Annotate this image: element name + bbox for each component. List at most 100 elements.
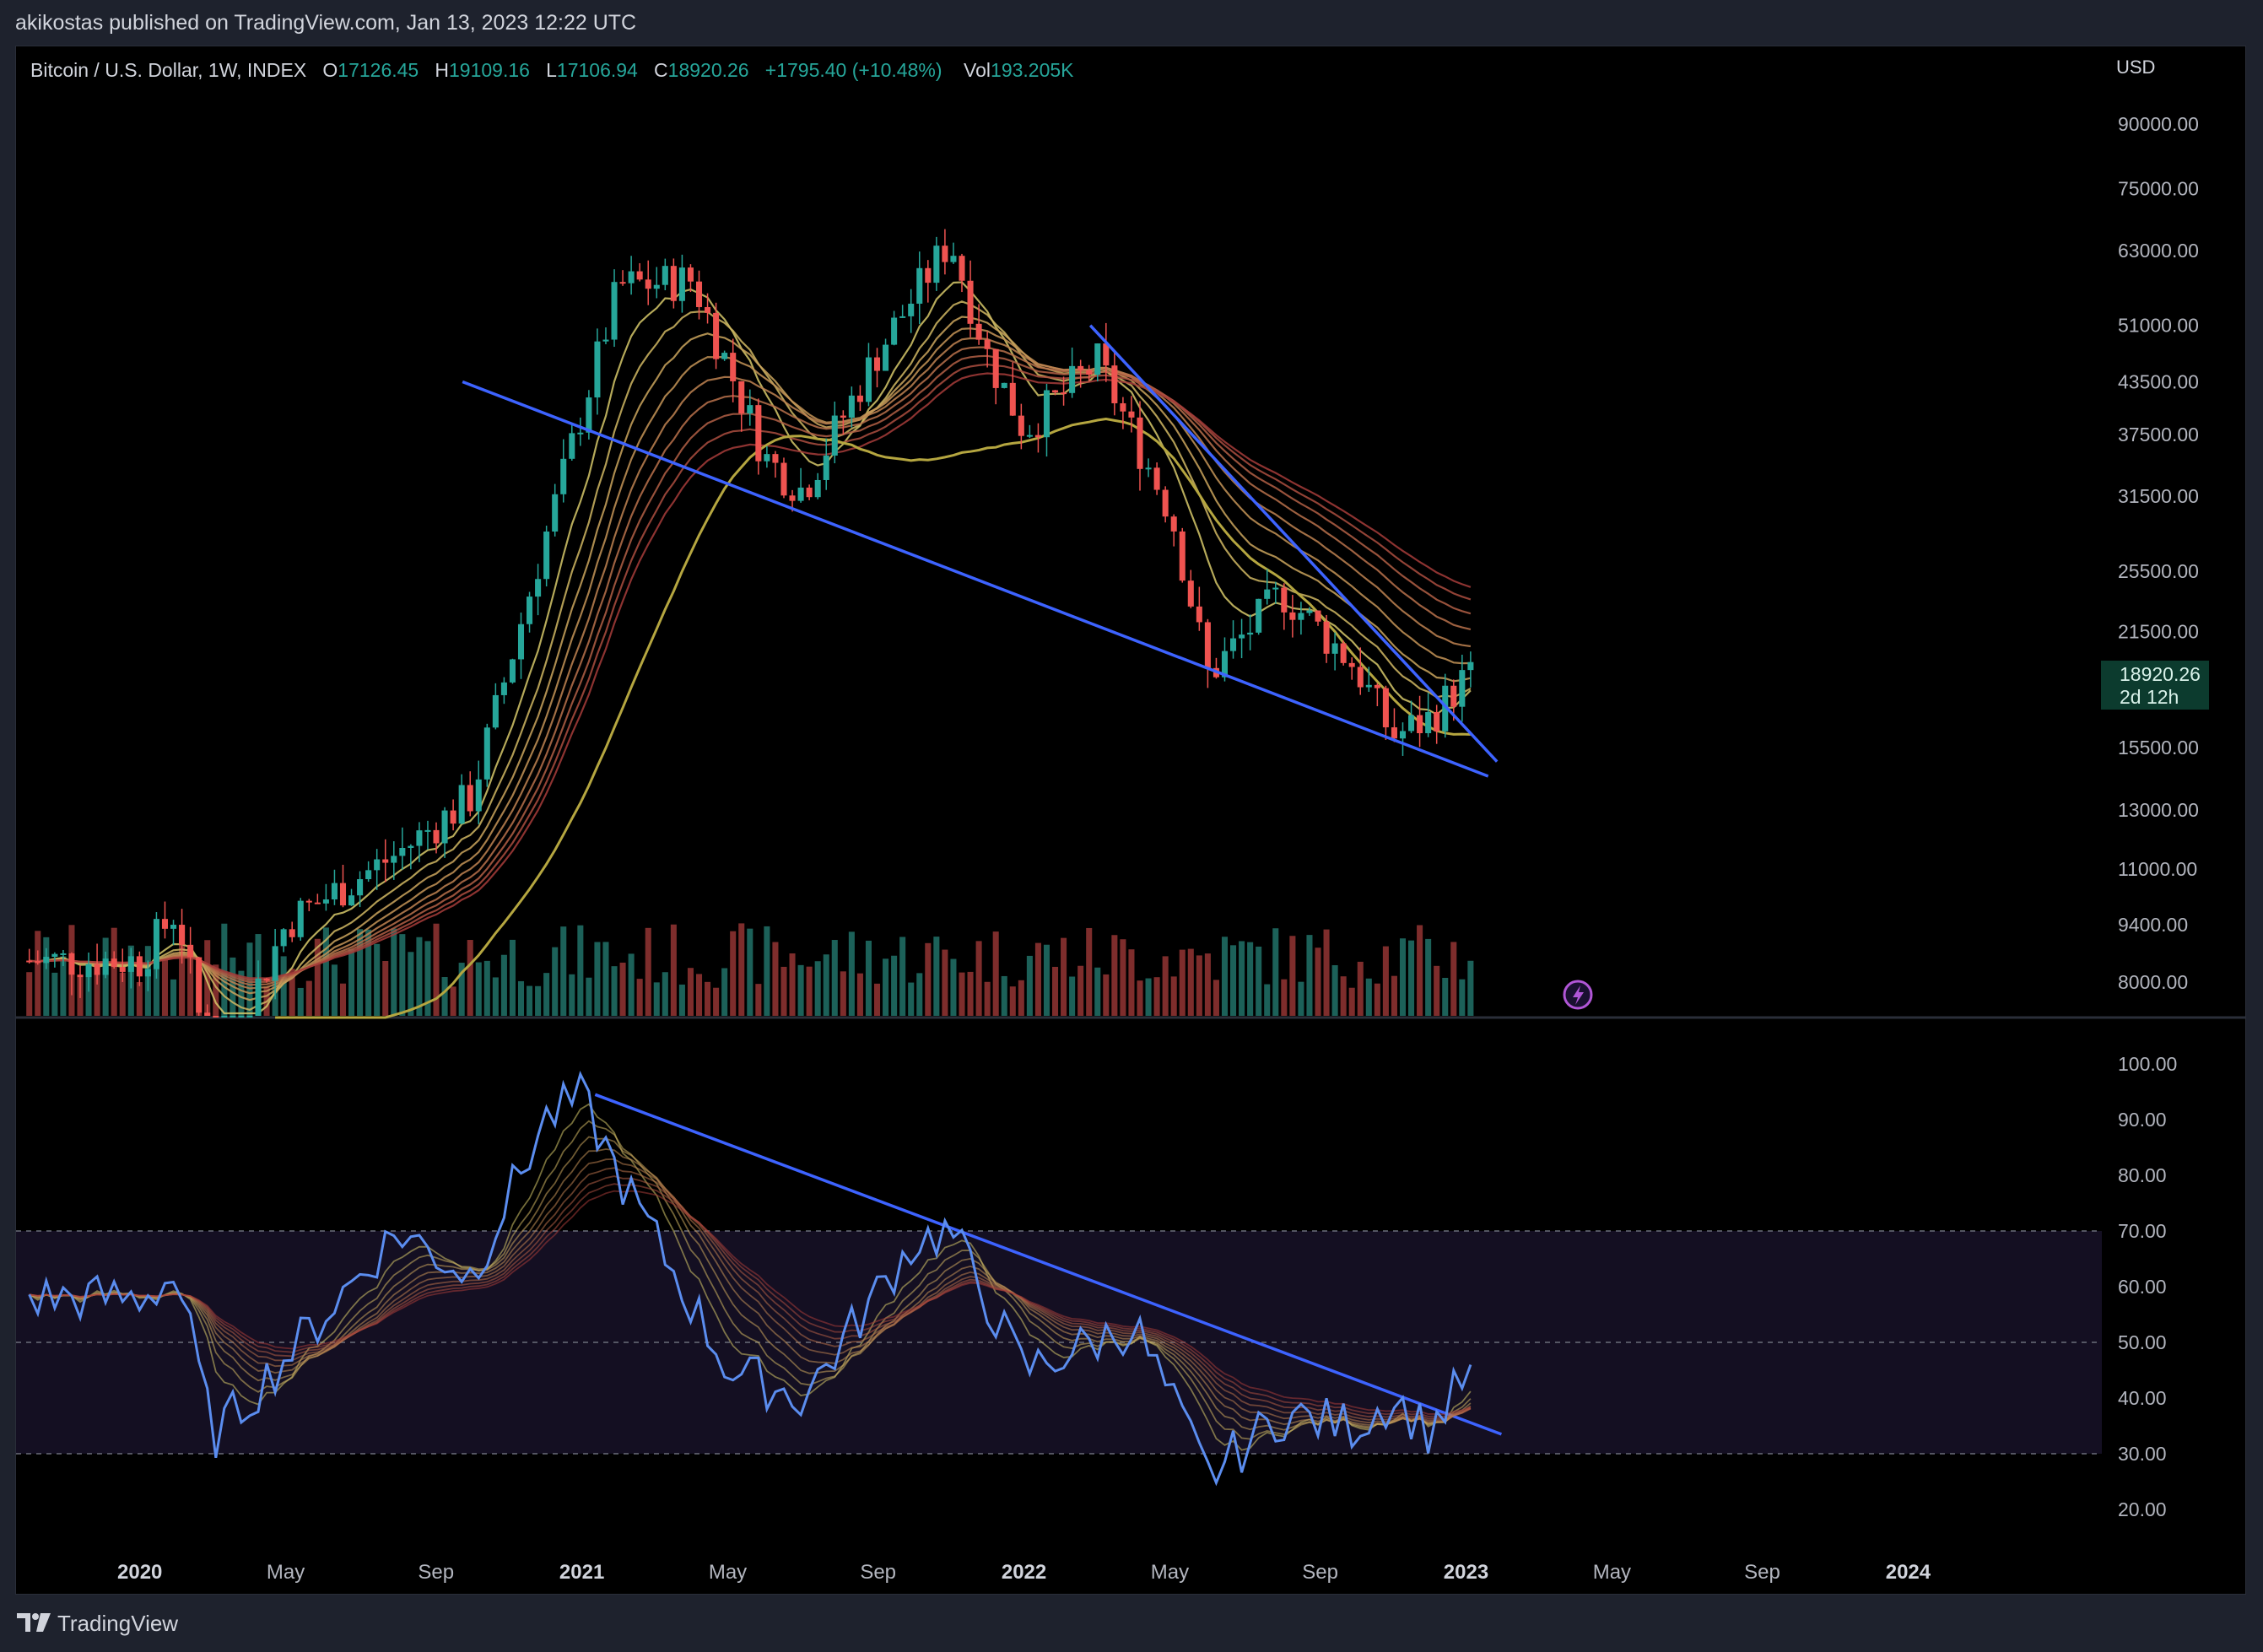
volume-bar <box>1450 942 1457 1016</box>
price-tick-label: 9400.00 <box>2118 914 2188 936</box>
time-axis[interactable]: 2020 May Sep 2021 May Sep 2022 May Sep 2023 May Sep… <box>117 1561 1931 1584</box>
volume-bar <box>305 980 312 1016</box>
candle-body <box>391 856 397 863</box>
candle-body <box>916 267 923 304</box>
candle-body <box>950 256 957 262</box>
rsi-ribbon-line <box>29 1183 1472 1417</box>
candle-body <box>1103 343 1110 366</box>
volume-bar <box>1281 979 1288 1016</box>
candle-body <box>1034 435 1041 438</box>
candle-body <box>848 395 855 418</box>
volume-bar <box>1094 967 1101 1016</box>
volume-bar <box>1061 937 1067 1016</box>
candle-body <box>738 381 745 414</box>
volume-bar <box>136 982 143 1016</box>
price-axis[interactable]: 90000.00 75000.00 63000.00 51000.00 43500.00… <box>2118 113 2199 1520</box>
volume-bar <box>1120 939 1126 1016</box>
candle-body <box>153 919 159 969</box>
candle-body <box>170 925 177 929</box>
price-tick-label: 31500.00 <box>2118 485 2199 507</box>
candle-body <box>289 929 295 937</box>
time-tick-label: 2021 <box>559 1561 604 1584</box>
time-tick-label: 2020 <box>117 1561 162 1584</box>
volume-bar <box>500 954 507 1016</box>
volume-bar <box>831 940 838 1016</box>
volume-bar <box>43 937 50 1016</box>
low-label: L <box>546 59 557 81</box>
volume-bar <box>111 927 117 1016</box>
candle-body <box>730 353 737 381</box>
volume-bar <box>883 958 889 1016</box>
ema-line <box>29 372 1472 980</box>
candle-body <box>1009 382 1016 416</box>
tradingview-logo-icon[interactable] <box>15 1610 52 1635</box>
candle-body <box>1061 392 1067 395</box>
rsi-ribbon-line <box>29 1175 1472 1420</box>
candle-body <box>1281 587 1288 613</box>
candle-body <box>527 597 533 624</box>
volume-bar <box>408 952 414 1016</box>
candle-body <box>1162 489 1169 517</box>
volume-bar <box>873 983 881 1016</box>
candle-body <box>1247 632 1254 635</box>
last-price-badge: 18920.26 2d 12h <box>2101 661 2209 710</box>
volume-bar <box>1247 942 1254 1016</box>
volume-bar <box>1391 975 1397 1016</box>
volume-bar <box>628 953 635 1016</box>
candle-body <box>467 785 473 812</box>
volume-bar <box>179 925 186 1016</box>
candle-body <box>908 303 915 316</box>
volume-bar <box>483 960 490 1016</box>
price-chart[interactable]: 90000.00 75000.00 63000.00 51000.00 43500.00… <box>16 46 2245 1594</box>
volume-bar <box>1145 978 1152 1016</box>
volume-bar <box>1052 966 1059 1016</box>
tradingview-brand[interactable]: TradingView <box>57 1611 179 1636</box>
time-tick-label: May <box>709 1561 747 1584</box>
rsi-tick-label: 40.00 <box>2118 1387 2167 1409</box>
trendlines[interactable] <box>462 324 1593 1436</box>
volume-bar <box>60 956 67 1016</box>
volume-bar <box>721 968 728 1016</box>
volume-bar <box>1340 976 1347 1016</box>
candle-body <box>586 397 592 433</box>
candle-body <box>653 284 660 289</box>
rsi-ribbon-line <box>29 1190 1472 1416</box>
volume-bar <box>552 947 559 1016</box>
volume-bar <box>823 954 829 1016</box>
chart-frame[interactable]: 90000.00 75000.00 63000.00 51000.00 43500.00… <box>15 46 2246 1595</box>
volume-bar <box>331 964 338 1016</box>
price-tick-label: 51000.00 <box>2118 315 2199 337</box>
volume-bar <box>416 937 423 1016</box>
rsi-pane <box>28 1071 1472 1487</box>
rsi-tick-label: 90.00 <box>2118 1109 2167 1131</box>
candle-body <box>840 415 846 418</box>
volume-bar <box>280 956 287 1016</box>
volume-bar <box>950 958 957 1016</box>
volume-bar <box>577 925 584 1016</box>
volume-bar <box>213 964 219 1016</box>
candle-body <box>408 845 414 849</box>
candle-body <box>560 458 567 494</box>
price-tick-label: 75000.00 <box>2118 178 2199 200</box>
candle-body <box>450 810 456 824</box>
volume-bar <box>1365 978 1372 1016</box>
currency-label[interactable]: USD <box>2116 57 2156 78</box>
candle-body <box>314 902 321 904</box>
price-tick-label: 21500.00 <box>2118 621 2199 643</box>
publisher-caption: akikostas published on TradingView.com, … <box>15 11 637 35</box>
volume-bar <box>357 929 364 1016</box>
candle-body <box>1086 370 1093 375</box>
rsi-tick-label: 60.00 <box>2118 1276 2167 1298</box>
volume-bar <box>1348 987 1355 1016</box>
candle-body <box>331 883 338 900</box>
volume-bar <box>51 972 58 1016</box>
candle-body <box>1459 670 1466 707</box>
symbol-legend[interactable]: Bitcoin / U.S. Dollar, 1W, INDEX O17126.… <box>30 59 1074 82</box>
volume-bar <box>772 942 779 1016</box>
volume-bar <box>492 977 499 1016</box>
candle-body <box>670 266 677 301</box>
footer-bar <box>0 1595 2263 1652</box>
sma-200-line <box>275 417 1471 1019</box>
volume-bar <box>594 942 601 1016</box>
volume-bar <box>1357 961 1364 1016</box>
